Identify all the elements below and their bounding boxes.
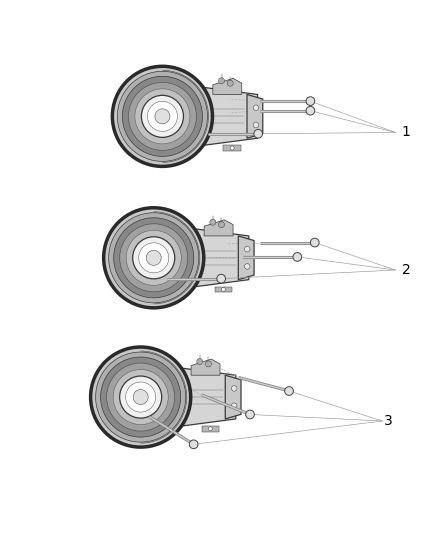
Circle shape [219,222,225,228]
Circle shape [146,251,161,265]
Polygon shape [205,87,258,145]
Circle shape [217,274,226,283]
Circle shape [147,425,151,430]
Polygon shape [162,144,180,150]
Circle shape [113,66,212,166]
Circle shape [208,427,212,431]
Polygon shape [141,425,158,431]
Circle shape [210,219,216,225]
Circle shape [306,97,315,106]
Text: 3: 3 [385,414,393,428]
Text: 1: 1 [402,125,411,140]
Circle shape [128,82,197,150]
Circle shape [254,130,262,138]
Polygon shape [223,145,241,151]
Circle shape [169,145,173,149]
Circle shape [219,78,225,84]
Polygon shape [183,368,236,426]
Circle shape [253,105,259,110]
Circle shape [120,224,188,292]
Circle shape [227,80,233,86]
Circle shape [117,71,208,161]
Circle shape [222,287,226,292]
Polygon shape [196,229,249,287]
Polygon shape [191,359,220,375]
Polygon shape [215,287,232,292]
Circle shape [197,359,203,365]
Polygon shape [213,78,242,94]
Circle shape [133,237,175,279]
Circle shape [141,95,184,138]
Polygon shape [247,94,263,138]
Circle shape [189,440,198,449]
Circle shape [126,382,155,412]
Circle shape [101,357,181,437]
Polygon shape [238,236,254,280]
Circle shape [160,286,164,290]
Text: 2: 2 [402,263,410,277]
Circle shape [126,230,181,285]
Circle shape [155,109,170,124]
Polygon shape [153,286,171,291]
Circle shape [135,89,190,144]
Circle shape [95,352,186,442]
Circle shape [246,410,254,419]
Circle shape [311,238,319,247]
Circle shape [231,403,237,408]
Circle shape [114,218,194,298]
Circle shape [106,363,175,431]
Circle shape [306,107,315,115]
Circle shape [91,347,191,447]
Circle shape [122,76,202,156]
Circle shape [133,390,148,405]
Circle shape [120,376,162,418]
Circle shape [253,122,259,128]
Polygon shape [204,220,233,236]
Circle shape [244,246,250,252]
Circle shape [104,208,204,308]
Circle shape [244,264,250,269]
Circle shape [113,369,168,425]
Circle shape [285,386,293,395]
Circle shape [109,213,199,303]
Circle shape [231,386,237,391]
Circle shape [205,361,212,367]
Polygon shape [225,375,241,419]
Circle shape [293,253,302,261]
Circle shape [139,243,169,273]
Polygon shape [201,426,219,432]
Circle shape [148,101,177,131]
Circle shape [230,146,234,150]
